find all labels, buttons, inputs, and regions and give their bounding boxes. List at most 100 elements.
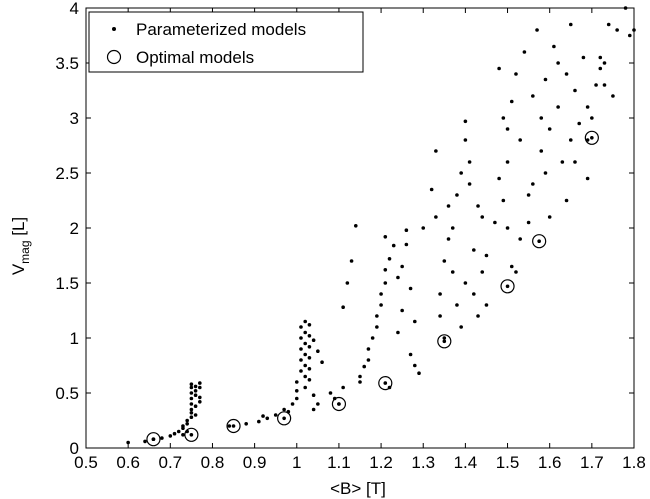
parameterized-model-point bbox=[261, 414, 265, 418]
parameterized-model-point bbox=[387, 257, 392, 261]
parameterized-model-point bbox=[497, 66, 501, 71]
optimal-model-marker bbox=[277, 411, 292, 426]
parameterized-model-point bbox=[400, 308, 404, 313]
y-tick-label: 1.5 bbox=[55, 274, 79, 293]
parameterized-model-point bbox=[198, 400, 202, 404]
parameterized-model-point bbox=[463, 138, 468, 142]
parameterized-model-point bbox=[598, 66, 603, 71]
parameterized-model-point bbox=[320, 360, 324, 365]
parameterized-model-point bbox=[189, 396, 194, 401]
y-tick-label: 3 bbox=[70, 109, 79, 128]
x-tick-label: 1.5 bbox=[496, 453, 520, 472]
parameterized-model-point bbox=[143, 439, 147, 444]
parameterized-model-point bbox=[307, 345, 312, 349]
parameterized-model-point bbox=[602, 61, 607, 65]
parameterized-model-point bbox=[172, 431, 177, 436]
legend-box bbox=[88, 11, 364, 73]
parameterized-model-point bbox=[349, 259, 354, 263]
parameterized-model-point bbox=[450, 226, 455, 230]
parameterized-model-point bbox=[181, 424, 185, 428]
parameterized-model-point bbox=[294, 389, 299, 393]
optimal-model-marker bbox=[437, 334, 452, 349]
x-tick-label: 1.8 bbox=[622, 453, 646, 472]
x-tick-label: 0.9 bbox=[243, 453, 267, 472]
parameterized-model-point bbox=[581, 55, 586, 60]
x-tick-label: 1.7 bbox=[580, 453, 604, 472]
optimal-model-center-dot bbox=[442, 339, 447, 344]
parameterized-model-point bbox=[408, 286, 413, 291]
parameterized-model-point bbox=[189, 385, 194, 390]
parameterized-model-point bbox=[198, 385, 202, 390]
y-axis-label-main: V bbox=[9, 263, 28, 275]
parameterized-model-point bbox=[526, 193, 531, 197]
parameterized-model-point bbox=[391, 243, 396, 248]
x-tick-label: 1.4 bbox=[454, 453, 478, 472]
parameterized-model-point bbox=[556, 61, 560, 65]
parameterized-model-point bbox=[375, 314, 379, 318]
optimal-model-center-dot bbox=[337, 402, 341, 406]
parameterized-model-point bbox=[623, 6, 628, 10]
parameterized-model-point bbox=[480, 270, 485, 274]
parameterized-model-point bbox=[568, 138, 573, 142]
parameterized-model-point bbox=[307, 334, 312, 338]
parameterized-model-point bbox=[450, 270, 455, 274]
parameterized-model-point bbox=[303, 319, 308, 324]
parameterized-model-point bbox=[404, 242, 409, 247]
parameterized-model-point bbox=[442, 259, 447, 263]
parameterized-model-point bbox=[193, 413, 198, 417]
parameterized-model-point bbox=[509, 264, 514, 269]
parameterized-model-point bbox=[547, 127, 552, 131]
x-tick-label: 1 bbox=[292, 453, 301, 472]
parameterized-model-point bbox=[602, 83, 607, 87]
y-tick-label: 4 bbox=[70, 0, 79, 18]
x-tick-label: 1.6 bbox=[538, 453, 562, 472]
parameterized-model-point bbox=[193, 384, 198, 389]
parameterized-model-point bbox=[185, 418, 189, 423]
parameterized-model-point bbox=[193, 389, 198, 393]
parameterized-model-point bbox=[501, 116, 506, 120]
parameterized-model-point bbox=[598, 55, 603, 60]
parameterized-model-point bbox=[294, 380, 299, 384]
parameterized-model-point bbox=[573, 88, 577, 93]
parameterized-model-point bbox=[299, 347, 303, 351]
x-tick-label: 0.8 bbox=[201, 453, 225, 472]
parameterized-model-point bbox=[257, 419, 261, 424]
parameterized-model-point bbox=[193, 393, 198, 398]
parameterized-model-point bbox=[198, 381, 202, 385]
parameterized-model-point bbox=[299, 358, 303, 362]
parameterized-model-point bbox=[193, 404, 198, 409]
parameterized-model-point bbox=[501, 198, 506, 203]
optimal-model-marker bbox=[500, 279, 515, 294]
parameterized-model-point bbox=[189, 411, 194, 415]
optimal-model-center-dot bbox=[383, 381, 388, 385]
parameterized-model-point bbox=[383, 281, 388, 285]
parameterized-model-point bbox=[429, 187, 434, 192]
y-axis: 0 0.5 1 1.5 2 2.5 3 3.5 4 bbox=[55, 0, 634, 458]
parameterized-model-point bbox=[438, 292, 442, 296]
plot-area bbox=[126, 6, 636, 447]
parameterized-model-point bbox=[590, 116, 594, 120]
y-axis-label-sub: mag bbox=[18, 240, 32, 263]
x-tick-label: 0.6 bbox=[116, 453, 140, 472]
legend-marker-parameterized bbox=[112, 27, 116, 31]
parameterized-model-point bbox=[455, 193, 459, 197]
parameterized-model-point bbox=[168, 434, 173, 438]
parameterized-model-point bbox=[434, 149, 438, 153]
parameterized-model-point bbox=[568, 22, 573, 27]
parameterized-model-point bbox=[408, 352, 413, 357]
parameterized-model-point bbox=[476, 204, 480, 208]
optimal-model-center-dot bbox=[590, 136, 594, 140]
parameterized-model-point bbox=[189, 382, 194, 387]
parameterized-model-point bbox=[514, 270, 518, 274]
parameterized-model-point bbox=[505, 226, 510, 230]
parameterized-model-point bbox=[303, 363, 308, 368]
optimal-model-center-dot bbox=[537, 239, 541, 243]
parameterized-model-point bbox=[375, 325, 379, 329]
parameterized-model-point bbox=[396, 330, 400, 335]
parameterized-model-point bbox=[189, 391, 194, 395]
optimal-model-center-dot bbox=[282, 416, 286, 421]
parameterized-model-point bbox=[307, 356, 312, 360]
optimal-model-marker bbox=[226, 418, 241, 434]
parameterized-model-point bbox=[358, 374, 362, 379]
parameterized-model-point bbox=[531, 182, 535, 186]
